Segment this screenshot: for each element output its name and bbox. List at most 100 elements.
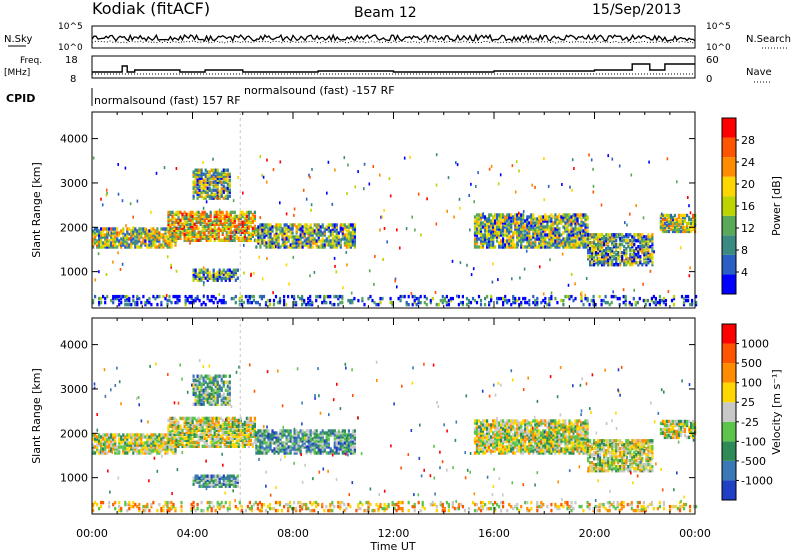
data-cell — [390, 301, 392, 304]
data-cell — [552, 221, 554, 224]
data-cell — [134, 235, 136, 238]
data-cell — [94, 227, 96, 230]
data-cell — [582, 213, 584, 216]
data-cell — [337, 295, 339, 298]
data-cell — [488, 213, 490, 216]
data-scatter-point — [170, 264, 172, 267]
data-cell — [217, 301, 219, 304]
data-cell — [185, 295, 187, 298]
data-cell — [211, 175, 213, 178]
data-cell — [212, 417, 214, 420]
power-ylabel: Slant Range [km] — [30, 162, 43, 258]
data-cell — [136, 295, 138, 298]
data-cell — [416, 303, 418, 306]
data-cell — [250, 443, 252, 446]
data-scatter-point — [286, 212, 288, 215]
data-cell — [300, 445, 302, 448]
data-cell — [112, 447, 114, 450]
data-cell — [250, 221, 252, 224]
colorbar-tick-label: 4 — [741, 266, 748, 279]
data-cell — [619, 251, 621, 254]
data-cell — [250, 211, 252, 214]
noise-tick-left-top: 10^5 — [58, 22, 83, 32]
data-cell — [580, 241, 582, 244]
data-cell — [619, 297, 621, 300]
data-cell — [568, 223, 570, 226]
data-cell — [516, 213, 518, 216]
data-cell — [191, 295, 193, 298]
data-scatter-point — [477, 171, 479, 174]
data-cell — [601, 241, 603, 244]
data-cell — [516, 221, 518, 224]
data-cell — [230, 219, 232, 222]
data-cell — [281, 441, 283, 444]
data-cell — [164, 297, 166, 300]
data-cell — [201, 187, 203, 190]
data-cell — [344, 437, 346, 440]
data-cell — [524, 233, 526, 236]
data-cell — [179, 425, 181, 428]
data-cell — [318, 433, 320, 436]
data-cell — [635, 301, 637, 304]
data-cell — [344, 441, 346, 444]
data-cell — [211, 393, 213, 396]
data-cell — [538, 215, 540, 218]
data-cell — [601, 303, 603, 306]
data-cell — [205, 381, 207, 384]
data-cell — [625, 295, 627, 298]
data-scatter-point — [534, 186, 536, 189]
data-cell — [690, 218, 692, 221]
data-cell — [540, 231, 542, 234]
data-scatter-point — [384, 227, 386, 230]
data-cell — [576, 227, 578, 230]
data-cell — [104, 437, 106, 440]
data-cell — [552, 227, 554, 230]
data-cell — [199, 381, 201, 384]
data-cell — [269, 433, 271, 436]
data-cell — [544, 297, 546, 300]
data-cell — [200, 213, 202, 216]
data-cell — [290, 449, 292, 452]
data-cell — [194, 425, 196, 428]
data-cell — [330, 239, 332, 242]
data-cell — [288, 429, 290, 432]
data-cell — [653, 295, 655, 298]
data-scatter-point — [176, 270, 178, 273]
data-cell — [402, 295, 404, 298]
data-cell — [171, 211, 173, 214]
data-cell — [476, 217, 478, 220]
data-scatter-point — [455, 161, 457, 164]
data-cell — [324, 243, 326, 246]
data-scatter-point — [280, 160, 282, 163]
data-cell — [279, 429, 281, 432]
data-cell — [346, 225, 348, 228]
data-cell — [205, 191, 207, 194]
data-cell — [160, 301, 162, 304]
data-cell — [285, 303, 287, 306]
data-cell — [203, 271, 205, 274]
colorbar-label: Power [dB] — [770, 176, 783, 236]
data-cell — [273, 299, 275, 302]
data-cell — [204, 219, 206, 222]
data-cell — [199, 299, 201, 302]
data-cell — [574, 213, 576, 216]
data-cell — [160, 437, 162, 440]
data-cell — [226, 211, 228, 214]
data-cell — [122, 433, 124, 436]
data-cell — [261, 429, 263, 432]
data-cell — [668, 220, 670, 223]
data-cell — [688, 222, 690, 225]
data-cell — [292, 439, 294, 442]
data-scatter-point — [512, 164, 514, 167]
data-cell — [692, 220, 694, 223]
data-cell — [328, 223, 330, 226]
data-cell — [227, 269, 229, 272]
data-cell — [102, 233, 104, 236]
data-cell — [167, 419, 169, 422]
data-cell — [379, 297, 381, 300]
data-cell — [544, 225, 546, 228]
data-cell — [279, 245, 281, 248]
data-cell — [261, 237, 263, 240]
data-cell — [250, 225, 252, 228]
data-cell — [304, 239, 306, 242]
